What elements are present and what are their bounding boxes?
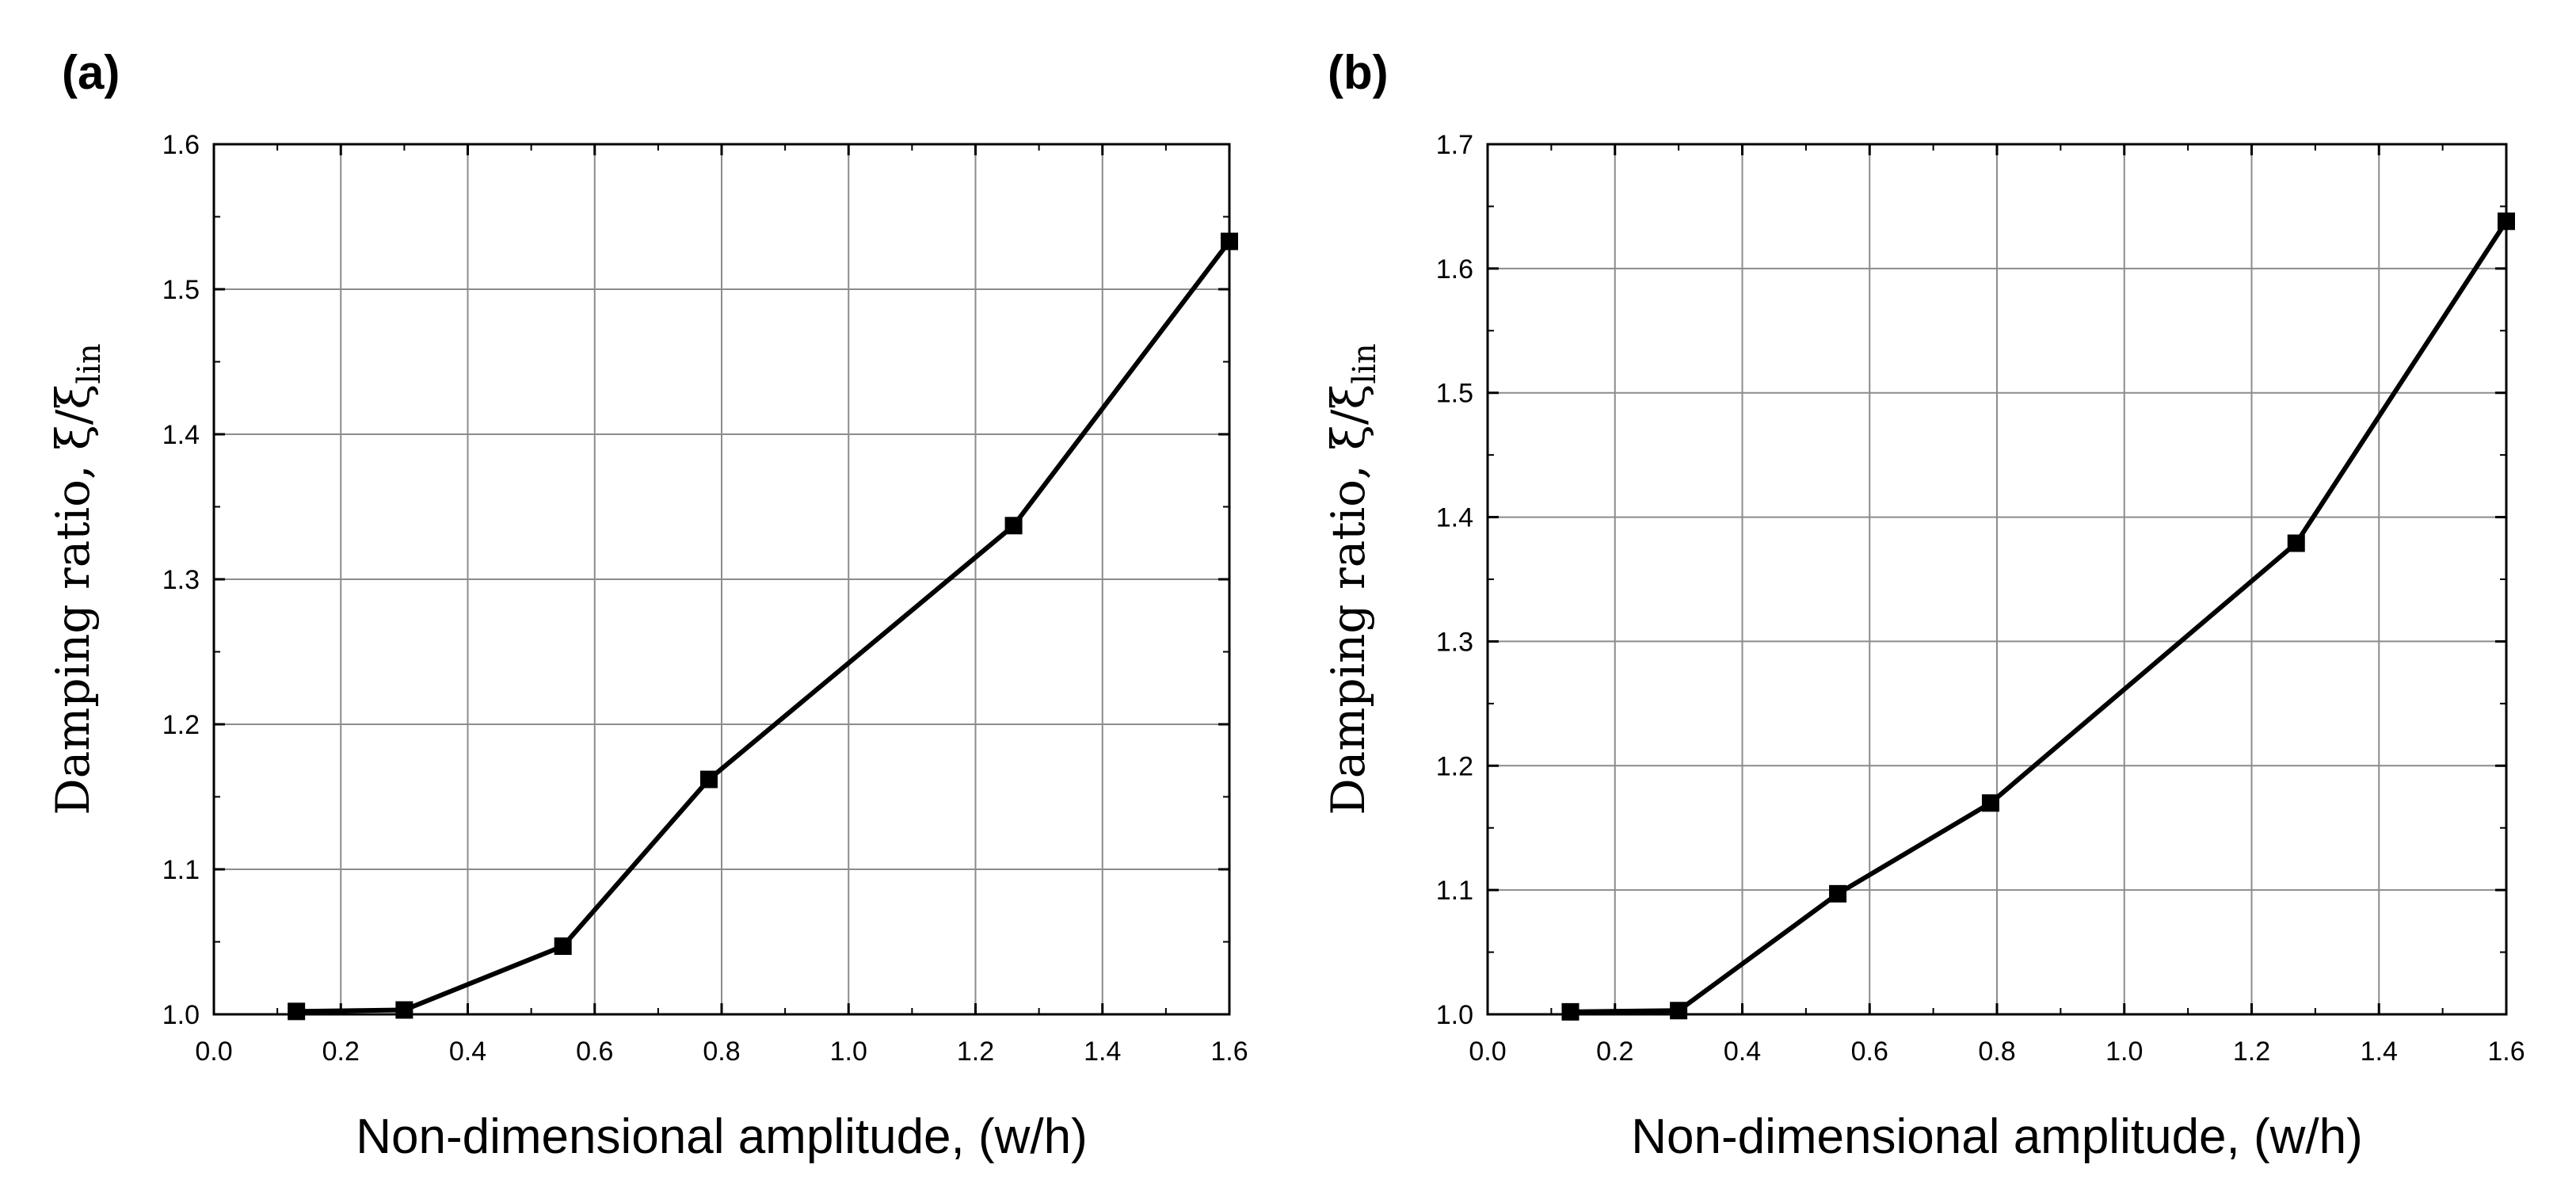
data-point: [1561, 1002, 1580, 1021]
x-tick-label: 0.6: [576, 1037, 613, 1067]
panel-label: (a): [62, 46, 120, 99]
x-tick-label: 0.4: [1724, 1037, 1761, 1067]
x-tick-label: 0.4: [449, 1037, 486, 1067]
data-point: [1981, 794, 1999, 812]
x-tick-label: 1.0: [2105, 1037, 2143, 1067]
x-tick-label: 0.8: [1978, 1037, 2015, 1067]
y-tick-label: 1.2: [162, 710, 200, 740]
y-tick-label: 1.3: [1436, 627, 1473, 657]
panel-label: (b): [1328, 46, 1389, 99]
data-point: [1221, 232, 1238, 250]
x-tick-label: 0.2: [1596, 1037, 1633, 1067]
y-axis-title-main: Damping ratio, ξ/ξ: [46, 384, 100, 815]
y-tick-label: 1.5: [1436, 379, 1473, 409]
data-point: [2498, 212, 2515, 231]
x-tick-label: 1.4: [1084, 1037, 1121, 1067]
x-tick-label: 0.6: [1851, 1037, 1888, 1067]
y-axis-title: Damping ratio, ξ/ξlin: [46, 343, 108, 815]
data-point: [1829, 884, 1847, 903]
y-tick-label: 1.4: [1436, 503, 1473, 533]
x-tick-label: 1.6: [2487, 1037, 2525, 1067]
data-point: [699, 770, 718, 788]
y-tick-label: 1.3: [162, 565, 200, 595]
x-tick-label: 1.2: [957, 1037, 994, 1067]
y-tick-label: 1.1: [1436, 876, 1473, 906]
y-tick-label: 1.6: [1436, 254, 1473, 284]
y-axis-title: Damping ratio, ξ/ξlin: [1321, 343, 1383, 815]
data-point: [2287, 534, 2305, 552]
y-tick-label: 1.0: [162, 1000, 200, 1030]
x-tick-label: 0.0: [195, 1037, 232, 1067]
data-point: [554, 937, 572, 955]
x-tick-label: 1.4: [2361, 1037, 2398, 1067]
y-tick-label: 1.2: [1436, 751, 1473, 781]
x-tick-label: 0.0: [1469, 1037, 1506, 1067]
y-tick-label: 1.7: [1436, 130, 1473, 160]
y-tick-label: 1.6: [162, 130, 200, 160]
y-axis-title-main: Damping ratio, ξ/ξ: [1321, 384, 1375, 815]
y-tick-label: 1.1: [162, 855, 200, 885]
x-axis-title: Non-dimensional amplitude, (w/h): [356, 1109, 1088, 1164]
x-axis-title: Non-dimensional amplitude, (w/h): [1631, 1109, 2363, 1164]
y-tick-label: 1.4: [162, 420, 200, 450]
x-tick-label: 1.6: [1210, 1037, 1248, 1067]
series-line: [296, 239, 1232, 1014]
y-axis-title-subscript: lin: [1347, 343, 1383, 384]
x-tick-label: 0.8: [703, 1037, 740, 1067]
data-point: [395, 1001, 413, 1019]
data-point: [288, 1002, 306, 1021]
y-tick-label: 1.5: [162, 275, 200, 305]
y-axis-title-subscript: lin: [71, 343, 108, 384]
chart-panel-a: 0.0 0.2 0.4 0.6 0.8 1.0 1.2 1.4 1.6 1.0 1.1 1.2 1.3 1…: [46, 46, 1248, 1164]
chart-panel-b: 0.0 0.2 0.4 0.6 0.8 1.0 1.2 1.4 1.6 1.0 1.1 1.2 1.3 1…: [1321, 46, 2525, 1164]
data-point: [1670, 1002, 1688, 1020]
x-tick-label: 1.2: [2233, 1037, 2270, 1067]
y-tick-label: 1.0: [1436, 1000, 1473, 1030]
series-line: [1570, 220, 2509, 1014]
data-point: [1004, 517, 1023, 535]
x-tick-label: 1.0: [830, 1037, 867, 1067]
x-tick-label: 0.2: [322, 1037, 360, 1067]
